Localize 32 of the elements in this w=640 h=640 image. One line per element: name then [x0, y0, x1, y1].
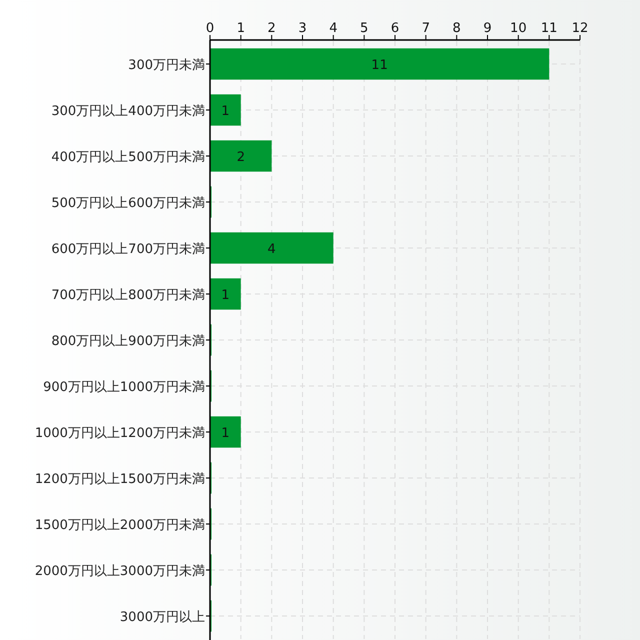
x-tick-label: 12 — [572, 21, 588, 36]
y-tick-label: 400万円以上500万円未満 — [51, 150, 205, 165]
y-tick-label: 900万円以上1000万円未満 — [43, 380, 205, 395]
y-tick-label: 300万円未満 — [128, 58, 205, 73]
x-tick-label: 1 — [236, 21, 245, 36]
y-tick-label: 300万円以上400万円未満 — [51, 104, 205, 119]
y-tick-label: 2000万円以上3000万円未満 — [34, 564, 205, 579]
x-tick-label: 11 — [540, 21, 558, 36]
x-tick-label: 5 — [360, 21, 368, 36]
y-tick-label: 700万円以上800万円未満 — [51, 288, 205, 303]
x-tick-label: 2 — [268, 21, 276, 36]
y-tick-label: 800万円以上900万円未満 — [51, 334, 205, 349]
x-tick-label: 7 — [422, 21, 430, 36]
y-tick-label: 500万円以上600万円未満 — [51, 196, 205, 211]
x-tick-label: 0 — [206, 21, 214, 36]
data-label: 4 — [268, 242, 276, 257]
x-tick-label: 8 — [452, 21, 461, 36]
y-tick-label: 1000万円以上1200万円未満 — [34, 426, 205, 441]
data-label: 11 — [371, 58, 388, 73]
data-label: 1 — [221, 288, 230, 303]
y-tick-label: 1500万円以上2000万円未満 — [34, 518, 205, 533]
x-tick-label: 4 — [329, 21, 338, 36]
x-tick-label: 9 — [483, 21, 492, 36]
data-label: 1 — [221, 104, 230, 119]
y-tick-label: 600万円以上700万円未満 — [51, 242, 205, 257]
x-tick-label: 10 — [510, 21, 527, 36]
x-tick-label: 6 — [390, 21, 400, 36]
y-tick-label: 1200万円以上1500万円未満 — [34, 472, 205, 487]
y-tick-label: 3000万円以上 — [120, 610, 205, 625]
data-label: 1 — [221, 426, 230, 441]
x-tick-label: 3 — [298, 21, 307, 36]
data-label: 2 — [236, 150, 245, 165]
